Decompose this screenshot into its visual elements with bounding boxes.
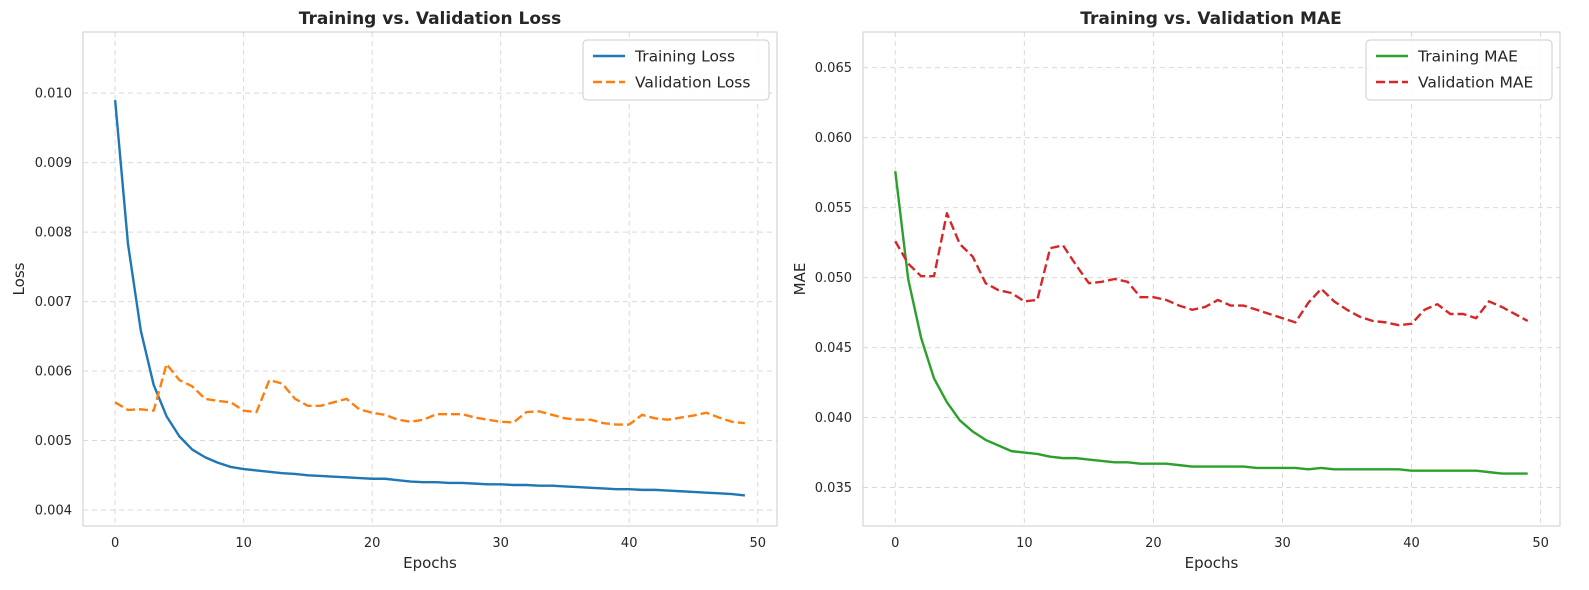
- y-tick-label: 0.004: [35, 504, 72, 519]
- y-tick-label: 0.008: [35, 226, 72, 241]
- legend-box: [582, 39, 770, 101]
- x-tick-label: 20: [1145, 536, 1162, 551]
- x-axis-label: Epochs: [1185, 554, 1239, 572]
- y-tick-label: 0.035: [815, 481, 852, 496]
- series-line-validation-loss: [114, 362, 745, 426]
- chart-title: Training vs. Validation MAE: [1080, 9, 1341, 29]
- y-tick-label: 0.050: [815, 271, 852, 286]
- series-line-validation-mae: [894, 212, 1529, 327]
- y-tick-label: 0.065: [815, 61, 852, 76]
- y-axis-label: MAE: [791, 263, 809, 296]
- mae-chart: 0 10 20 30 40 50 0.035 0.040 0.045 0.050 0.055 0.06…: [791, 9, 1561, 572]
- legend: Training Loss Validation Loss: [582, 39, 770, 101]
- x-tick-label: 40: [1403, 536, 1420, 551]
- x-tick-label: 20: [364, 536, 381, 551]
- legend: Training MAE Validation MAE: [1365, 39, 1553, 101]
- plot-frame: [862, 31, 1561, 527]
- plot-frame: [82, 31, 778, 527]
- y-tick-label: 0.060: [815, 131, 852, 146]
- y-tick-label: 0.007: [35, 295, 72, 310]
- x-tick-label: 50: [1532, 536, 1549, 551]
- loss-chart: 0 10 20 30 40 50 0.004 0.005 0.006 0.007 0.008 0.00…: [10, 9, 778, 572]
- series-line-training-mae: [894, 171, 1528, 475]
- y-tick-label: 0.006: [35, 365, 72, 380]
- series-line-training-loss: [113, 99, 745, 497]
- x-tick-label: 10: [235, 536, 252, 551]
- y-tick-label: 0.045: [815, 341, 852, 356]
- x-axis-label: Epochs: [403, 554, 457, 572]
- y-axis-label: Loss: [10, 262, 28, 295]
- y-tick-label: 0.010: [35, 87, 72, 102]
- chart-title: Training vs. Validation Loss: [299, 9, 562, 29]
- x-tick-label: 0: [891, 536, 899, 551]
- y-tick-label: 0.005: [35, 434, 72, 449]
- x-tick-label: 50: [749, 536, 766, 551]
- y-tick-label: 0.040: [815, 411, 852, 426]
- legend-label: Training MAE: [1417, 48, 1518, 66]
- legend-label: Validation Loss: [635, 74, 750, 92]
- legend-box: [1365, 39, 1553, 101]
- x-tick-label: 10: [1016, 536, 1033, 551]
- x-tick-label: 40: [621, 536, 638, 551]
- x-tick-label: 30: [492, 536, 509, 551]
- y-tick-label: 0.009: [35, 156, 72, 171]
- legend-label: Validation MAE: [1418, 74, 1533, 92]
- x-tick-label: 30: [1274, 536, 1291, 551]
- y-tick-label: 0.055: [815, 201, 852, 216]
- x-tick-label: 0: [111, 536, 119, 551]
- legend-label: Training Loss: [634, 48, 735, 66]
